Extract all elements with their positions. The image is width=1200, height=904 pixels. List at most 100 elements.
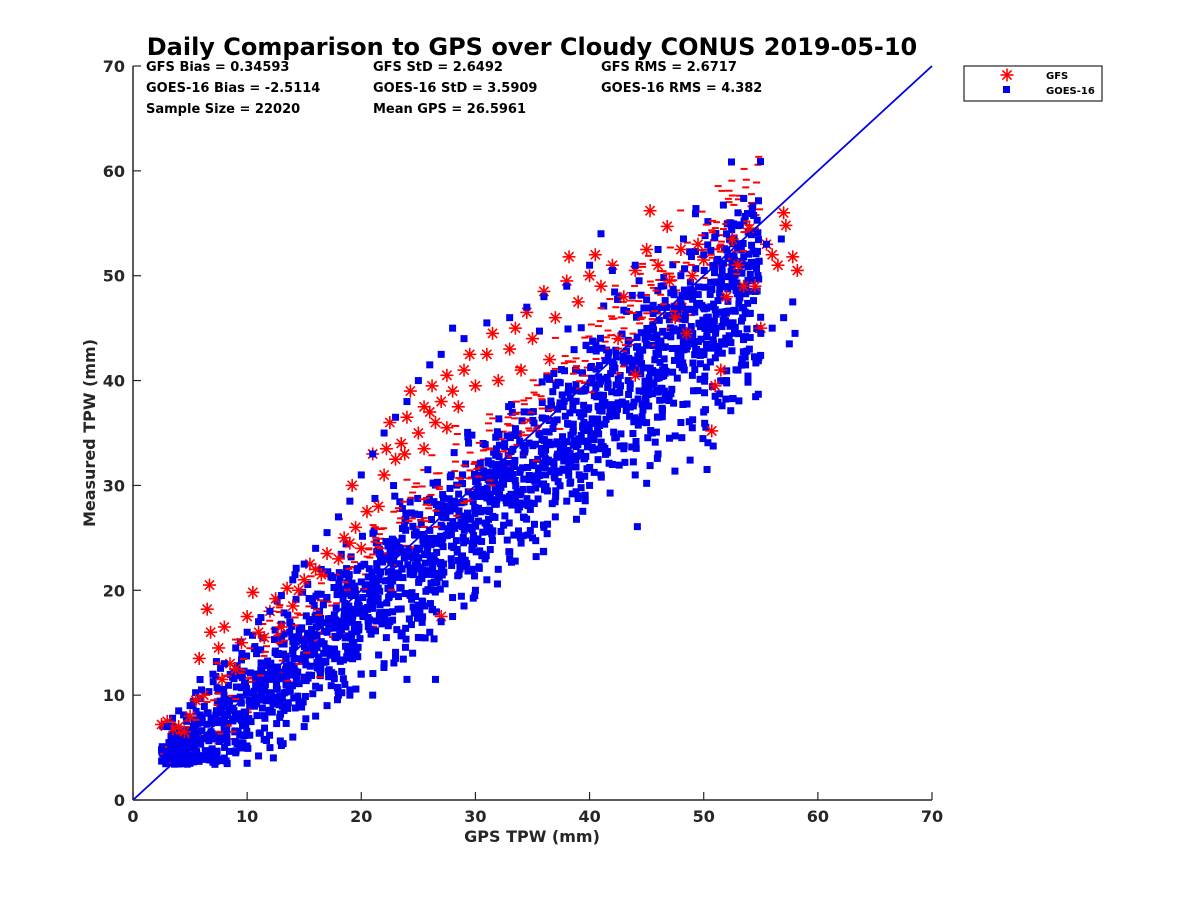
goes-dense-mark [348,579,356,587]
goes-dense-mark [538,480,546,488]
goes-dense-mark [608,359,616,367]
goes-dense-mark [750,353,758,361]
gfs-dense-mark [602,347,610,350]
goes-dense-mark [676,332,684,340]
goes-dense-mark [646,368,654,376]
goes-dense-mark [417,520,425,528]
goes-dense-mark [634,395,642,403]
goes-dense-mark [233,662,241,670]
y-tick-label: 10 [103,686,125,705]
goes-dense-mark [330,584,338,592]
goes-dense-mark [319,601,327,609]
goes-dense-mark [610,428,618,436]
goes-dense-mark [626,412,634,420]
gfs-dense-mark [550,379,558,382]
goes-dense-mark [728,278,736,286]
goes-dense-mark [238,650,246,658]
goes-dense-mark [556,399,564,407]
gfs-dense-mark [619,365,627,368]
goes-dense-mark [217,697,225,705]
gfs-dense-mark [518,434,526,437]
goes-point [608,266,616,274]
stat-gfs-bias: GFS Bias = 0.34593 [146,60,289,75]
goes-dense-mark [332,616,340,624]
gfs-dense-mark [753,181,761,184]
goes-dense-mark [716,390,724,398]
goes-dense-mark [757,158,765,166]
goes-dense-mark [367,585,375,593]
goes-dense-mark [691,210,699,218]
gfs-dense-mark [552,336,560,339]
goes-dense-mark [291,667,299,675]
gfs-dense-mark [561,355,569,358]
goes-point [209,758,217,766]
gfs-dense-mark [587,323,595,326]
gfs-point [731,258,745,272]
goes-point [334,691,342,699]
goes-dense-mark [381,577,389,585]
gfs-dense-mark [377,537,385,540]
gfs-point [786,250,800,264]
goes-point [243,759,251,767]
goes-dense-mark [298,624,306,632]
goes-dense-mark [381,613,389,621]
gfs-dense-mark [748,193,756,196]
goes-dense-mark [635,277,643,285]
gfs-dense-mark [740,167,748,170]
gfs-point [240,610,254,623]
goes-dense-mark [483,494,491,502]
gfs-dense-mark [610,317,618,320]
goes-dense-mark [286,666,294,674]
goes-dense-mark [631,414,639,422]
gfs-dense-mark [486,413,494,416]
goes-dense-mark [659,328,667,336]
goes-dense-mark [309,597,317,605]
goes-dense-mark [661,396,669,404]
goes-dense-mark [429,606,437,614]
goes-dense-mark [718,267,726,275]
goes-dense-mark [700,267,708,275]
goes-dense-mark [560,457,568,465]
goes-dense-mark [718,349,726,357]
goes-dense-mark [523,515,531,523]
gfs-dense-mark [428,454,436,457]
goes-dense-mark [717,377,725,385]
gfs-point [468,379,482,393]
goes-dense-mark [701,389,709,397]
goes-dense-mark [538,444,546,452]
gfs-point [297,573,311,587]
goes-dense-mark [509,471,517,479]
goes-dense-mark [539,547,547,555]
goes-dense-mark [483,484,491,492]
goes-dense-mark [298,656,306,664]
goes-dense-mark [212,711,220,719]
gfs-dense-mark [581,336,589,339]
goes-dense-mark [619,356,627,364]
goes-dense-mark [660,274,668,282]
goes-dense-mark [511,497,519,505]
goes-dense-mark [518,417,526,425]
goes-point [289,576,297,584]
goes-dense-mark [326,651,334,659]
goes-dense-mark [395,544,403,552]
goes-dense-mark [239,710,247,718]
goes-dense-mark [273,720,281,728]
goes-dense-mark [472,478,480,486]
gfs-dense-mark [451,460,459,463]
goes-dense-mark [493,428,501,436]
goes-dense-mark [704,320,712,328]
gfs-dense-mark [333,602,341,605]
goes-dense-mark [212,707,220,715]
goes-dense-mark [320,640,328,648]
goes-dense-mark [731,283,739,291]
goes-dense-mark [434,539,442,547]
goes-dense-mark [572,366,580,374]
gfs-point [331,552,345,566]
gfs-dense-mark [316,676,324,679]
goes-dense-mark [470,537,478,545]
goes-dense-mark [374,594,382,602]
gfs-dense-mark [569,372,577,375]
gfs-dense-mark [652,289,660,292]
goes-dense-mark [209,678,217,686]
goes-dense-mark [681,312,689,320]
